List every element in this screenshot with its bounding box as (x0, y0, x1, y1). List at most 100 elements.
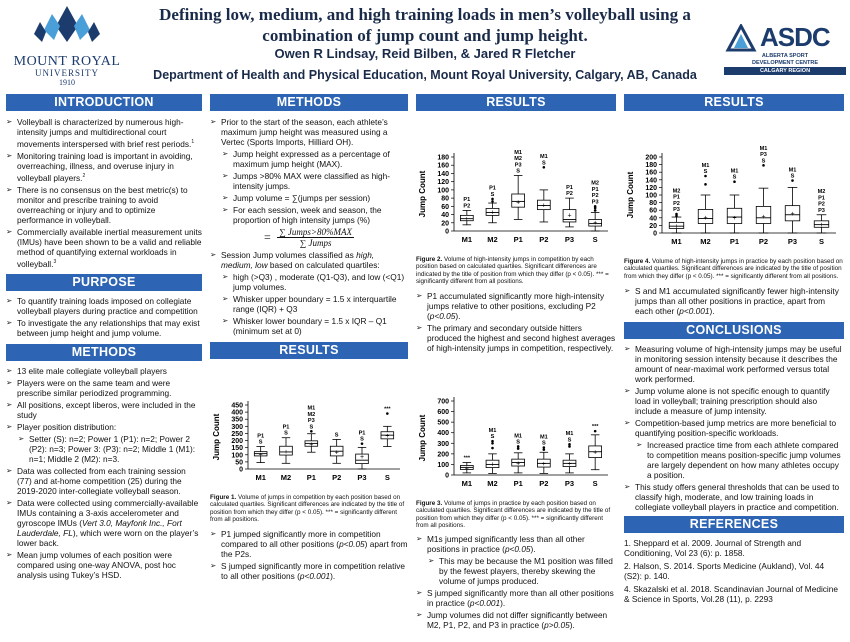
methods-sub: high (>Q3) , moderate (Q1-Q3), and low (… (222, 272, 408, 292)
conclusions-list: Measuring volume of high-intensity jumps… (624, 339, 844, 512)
methods-item: 13 elite male collegiate volleyball play… (6, 366, 202, 376)
mean-marker: + (593, 220, 597, 227)
mean-marker: + (516, 461, 520, 468)
mean-marker: + (490, 462, 494, 469)
box-p1: + SM1 (511, 433, 525, 474)
mean-marker: + (542, 461, 546, 468)
significance-label: M1 (514, 150, 522, 156)
box-m1: + *** (460, 456, 474, 474)
y-axis-label: Jump Count (418, 170, 427, 217)
methods-item: Mean jump volumes of each position were … (6, 550, 202, 580)
significance-label: P1 (566, 185, 573, 191)
x-tick-label: M2 (700, 237, 710, 246)
y-tick-label: 160 (437, 163, 449, 170)
outlier-point (386, 412, 389, 415)
significance-label: P1 (818, 195, 825, 201)
methods-item: Player position distribution: (6, 422, 202, 432)
y-tick-label: 140 (437, 171, 449, 178)
y-tick-label: 120 (645, 185, 657, 192)
x-tick-label: S (593, 479, 598, 488)
asdc-name: ASDC (760, 22, 831, 52)
y-tick-label: 0 (445, 473, 449, 480)
box-p2: + SM1 (537, 435, 551, 475)
significance-label: P1 (359, 430, 366, 436)
result-m1: M1s jumped significantly less than all o… (416, 534, 616, 554)
significance-label: S (284, 431, 288, 437)
outlier-point (360, 442, 364, 445)
y-tick-label: 250 (231, 431, 243, 438)
significance-label: S (791, 174, 795, 180)
y-tick-label: 150 (231, 445, 243, 452)
x-tick-label: M2 (281, 473, 291, 482)
significance-label: M1 (702, 163, 710, 169)
iqr-box (355, 453, 369, 464)
methods-item: Data was collected from each training se… (6, 466, 202, 496)
mean-marker: + (732, 215, 736, 222)
significance-label: M1 (489, 428, 497, 434)
significance-label: S (542, 160, 546, 166)
conclusion-item: Jump volume alone is not specific enough… (624, 386, 844, 416)
y-tick-label: 120 (437, 179, 449, 186)
significance-label: M1 (566, 431, 574, 437)
outlier-point (593, 430, 597, 433)
significance-label: M1 (760, 146, 768, 152)
x-tick-label: M1 (462, 479, 472, 488)
y-axis-label: Jump Count (626, 171, 635, 218)
methods-sub: Whisker upper boundary = 1.5 x interquar… (222, 294, 408, 314)
significance-label: S (762, 158, 766, 164)
significance-label: S (360, 437, 364, 443)
methods-item-imu: Data were collected using commercially-a… (6, 498, 202, 548)
figure-3-chart: Jump Count 0 100 200 300 400 500 600 700 + *** M1 + S… (418, 397, 608, 488)
box-s: + *** (380, 407, 395, 447)
x-tick-label: P1 (514, 479, 523, 488)
significance-label: P1 (463, 197, 470, 203)
authors: Owen R Lindsay, Reid Bilben, & Jared R F… (274, 46, 576, 61)
methods-header-1: METHODS (6, 344, 202, 362)
x-tick-label: P3 (357, 473, 366, 482)
mean-marker: + (516, 199, 520, 206)
significance-label: S (491, 434, 495, 440)
outlier-point (593, 209, 597, 212)
outlier-point (491, 200, 494, 203)
y-tick-label: 100 (645, 193, 657, 200)
mean-marker: + (567, 461, 571, 468)
y-tick-label: 300 (231, 424, 243, 431)
figure-2-caption: Figure 2. Volume of high-intensity jumps… (416, 256, 609, 285)
significance-label: P1 (283, 425, 290, 431)
mean-marker: + (819, 222, 823, 229)
box-m1: + SP1 (253, 433, 268, 463)
outlier-point (675, 212, 678, 216)
methods-sub: Jumps >80% MAX were classified as high-i… (222, 171, 408, 191)
outlier-point (491, 442, 494, 445)
mount-royal-emblem-icon (34, 6, 100, 42)
y-tick-label: 160 (645, 170, 657, 177)
box-p2: + SM1 (537, 154, 551, 223)
y-tick-label: 180 (437, 155, 449, 162)
significance-label: S (516, 440, 520, 446)
outlier-point (542, 446, 546, 450)
outlier-point (762, 164, 765, 167)
outlier-point (491, 197, 494, 201)
significance-label: S (542, 441, 546, 447)
significance-label: S (516, 169, 520, 175)
mean-marker: + (284, 449, 288, 456)
significance-label: P2 (592, 193, 599, 199)
box-s: + *** (588, 424, 602, 471)
significance-label: M1 (731, 169, 739, 175)
significance-label: P3 (760, 152, 767, 158)
position-distribution: Setter (S): n=2; Power 1 (P1): n=2; Powe… (18, 434, 202, 464)
box-m2: + SP1 (485, 186, 500, 224)
outlier-point (675, 214, 678, 218)
intro-item: Monitoring training load is important in… (6, 151, 202, 183)
purpose-item: To quantify training loads imposed on co… (6, 296, 202, 316)
column-4: RESULTS Jump Count 0 20 40 60 80 100 120 140 160 1… (624, 94, 844, 607)
methods-header-2: METHODS (210, 94, 408, 111)
conclusion-sub: Increased practice time from each athlet… (636, 440, 844, 480)
iqr-box (485, 207, 500, 216)
significance-label: P1 (592, 187, 599, 193)
asdc-emblem-icon (725, 24, 757, 52)
y-tick-label: 80 (649, 200, 657, 207)
